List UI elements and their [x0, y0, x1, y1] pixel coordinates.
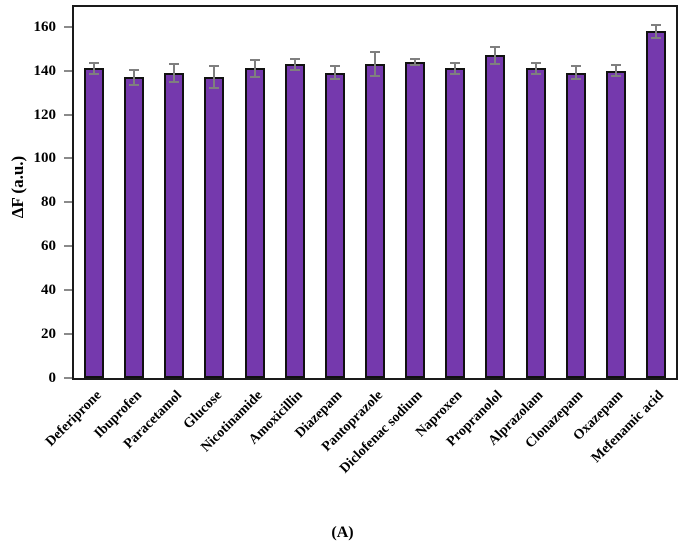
error-bar-line	[333, 66, 336, 80]
x-category-label: Oxazepam	[570, 388, 627, 444]
y-tick-mark	[64, 157, 72, 160]
x-category-label: Deferiprone	[43, 388, 105, 450]
bar	[244, 68, 265, 378]
error-bar-cap-bottom	[169, 80, 180, 83]
error-bar-line	[574, 66, 577, 80]
error-bar-cap-top	[209, 65, 220, 68]
y-tick-label: 20	[41, 326, 56, 343]
error-bar-cap-top	[490, 45, 501, 48]
x-category-label: Diazepam	[292, 388, 346, 441]
error-bar-line	[173, 64, 176, 82]
error-bar-line	[494, 46, 497, 65]
bar	[324, 72, 345, 378]
error-bar-line	[454, 63, 457, 74]
bar	[365, 64, 385, 378]
error-bar-cap-top	[89, 61, 100, 64]
error-bar-cap-bottom	[650, 36, 661, 39]
error-bar-cap-top	[129, 68, 140, 71]
y-tick-label: 0	[48, 370, 57, 386]
error-bar-line	[93, 63, 96, 74]
error-bar-line	[213, 66, 216, 89]
error-bar-cap-bottom	[490, 63, 501, 66]
error-bar-cap-bottom	[450, 72, 461, 75]
error-bar-line	[293, 58, 296, 70]
error-bar-cap-top	[410, 57, 421, 60]
error-bar-line	[534, 63, 537, 74]
y-tick-mark	[64, 377, 72, 379]
error-bar-cap-top	[169, 63, 180, 66]
y-tick-mark	[64, 333, 72, 336]
x-category-label: Diclofenac sodium	[337, 388, 426, 477]
bar	[405, 61, 426, 378]
y-tick-mark	[64, 201, 72, 204]
bar	[164, 72, 185, 378]
x-category-label: Naproxen	[413, 388, 466, 441]
x-category-label: Clonazepam	[522, 388, 587, 452]
bar	[645, 31, 666, 378]
bar	[124, 77, 145, 378]
error-bar-line	[414, 58, 417, 66]
error-bar-cap-bottom	[329, 78, 340, 81]
y-tick-mark	[64, 289, 72, 292]
error-bar-cap-top	[249, 58, 260, 61]
error-bar-cap-top	[370, 51, 380, 54]
error-bar-cap-top	[530, 61, 541, 64]
error-bar-line	[253, 59, 256, 78]
x-category-label: Pantoprazole	[318, 388, 386, 455]
y-tick-mark	[64, 69, 72, 72]
error-bar-cap-bottom	[610, 75, 621, 78]
error-bar-cap-top	[329, 65, 340, 68]
error-bar-cap-bottom	[249, 76, 260, 79]
error-bar-cap-bottom	[410, 64, 421, 67]
error-bar-cap-top	[289, 57, 300, 60]
x-category-label: Alprazolam	[485, 388, 547, 449]
bar	[525, 68, 546, 378]
y-tick-mark	[64, 25, 72, 28]
plot-area	[72, 5, 678, 380]
y-axis-title: ΔF (a.u.)	[8, 155, 27, 219]
error-bar-cap-bottom	[209, 87, 220, 90]
bar	[485, 55, 506, 378]
x-category-label: Amoxicillin	[245, 388, 306, 448]
error-bar-cap-bottom	[289, 68, 300, 71]
error-bar-line	[374, 52, 376, 77]
y-tick-label: 140	[33, 62, 57, 79]
error-bar-cap-top	[610, 64, 621, 67]
error-bar-cap-bottom	[530, 72, 541, 75]
y-tick-mark	[64, 113, 72, 116]
error-bar-cap-top	[450, 61, 461, 64]
error-bar-line	[133, 69, 136, 85]
error-bar-line	[654, 24, 657, 38]
error-bar-cap-bottom	[570, 78, 581, 81]
error-bar-cap-bottom	[89, 72, 100, 75]
bar	[445, 68, 466, 378]
error-bar-cap-top	[570, 65, 581, 68]
x-category-label: Nicotinamide	[197, 388, 266, 456]
bar	[565, 72, 586, 378]
x-category-label: Glucose	[180, 388, 226, 433]
bar	[204, 77, 225, 378]
panel-label: (A)	[331, 524, 354, 541]
y-tick-label: 40	[41, 282, 56, 299]
error-bar-cap-bottom	[370, 75, 380, 78]
bar	[284, 64, 305, 378]
bar	[605, 70, 626, 378]
y-tick-mark	[64, 245, 72, 248]
error-bar-cap-top	[650, 23, 661, 26]
x-category-label: Paracetamol	[121, 388, 185, 452]
x-category-label: Mefenamic acid	[588, 388, 667, 466]
bar	[84, 68, 105, 378]
x-category-label: Ibuprofen	[91, 388, 145, 442]
error-bar-line	[614, 65, 617, 77]
y-tick-label: 160	[33, 18, 57, 35]
x-category-label: Propranolol	[444, 388, 507, 450]
error-bar-cap-bottom	[129, 83, 140, 86]
